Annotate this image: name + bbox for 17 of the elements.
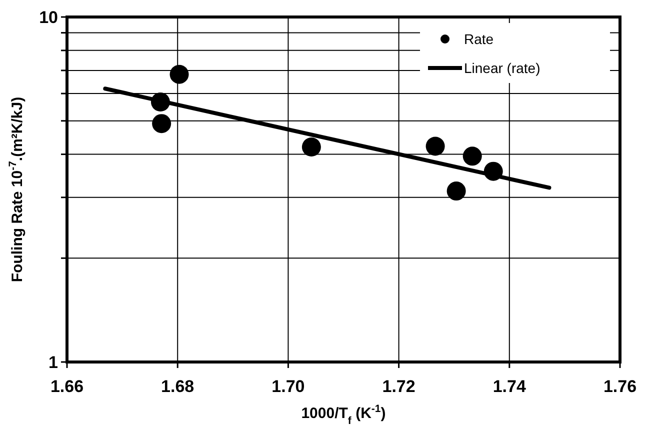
point — [302, 137, 321, 156]
legend-label: Linear (rate) — [464, 60, 540, 76]
x-tick-label: 1.72 — [382, 377, 416, 396]
point — [426, 136, 445, 156]
x-tick-label: 1.68 — [161, 377, 194, 396]
y-tick-label: 10 — [39, 8, 58, 27]
x-axis-title: 1000/T$_{f}$ (K$^{-1}$) — [301, 403, 386, 427]
point — [462, 146, 482, 166]
x-tick-label: 1.66 — [50, 377, 84, 396]
x-tick-label: 1.74 — [492, 377, 526, 396]
x-tick-label: 1.70 — [272, 377, 305, 396]
point — [152, 114, 172, 134]
y-tick-label: 1 — [48, 352, 58, 372]
legend-label: Rate — [464, 30, 494, 47]
point — [170, 64, 189, 84]
point — [446, 182, 466, 201]
x-tick-label: 1.76 — [603, 377, 637, 396]
